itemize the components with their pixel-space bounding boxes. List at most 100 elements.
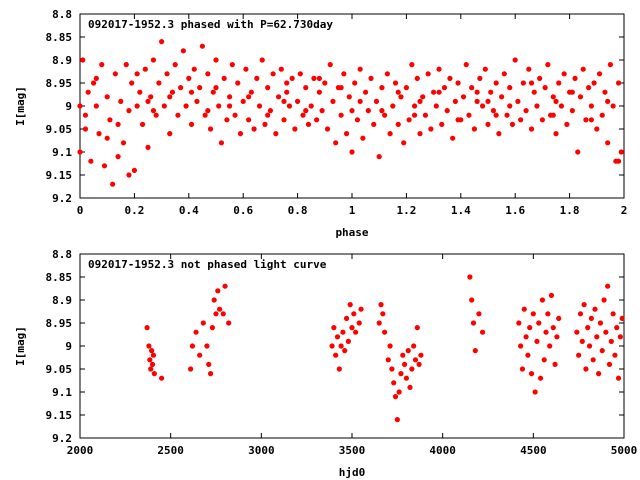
phased-data-point xyxy=(501,71,507,77)
unphased-data-point xyxy=(222,283,228,289)
unphased-data-point xyxy=(521,306,527,312)
phased-data-point xyxy=(564,121,570,127)
unphased-data-point xyxy=(220,311,226,317)
phased-data-point xyxy=(376,154,382,160)
unphased-data-point xyxy=(585,325,591,331)
phased-data-point xyxy=(284,89,290,95)
phased-data-point xyxy=(357,66,363,72)
unphased-data-point xyxy=(338,343,344,349)
phased-data-point xyxy=(267,108,273,114)
unphased-data-point xyxy=(601,297,607,303)
phased-y-tick-label: 9.05 xyxy=(46,123,73,136)
phased-data-point xyxy=(588,117,594,123)
phased-data-point xyxy=(528,126,535,132)
unphased-data-point xyxy=(356,320,362,326)
phased-data-point xyxy=(246,117,252,123)
unphased-data-point xyxy=(539,297,546,303)
unphased-data-point xyxy=(211,297,217,303)
phased-data-point xyxy=(216,103,222,109)
phased-data-point xyxy=(265,112,271,118)
phased-data-point xyxy=(411,112,418,118)
phased-data-point xyxy=(159,39,165,45)
unphased-axis-ticks: 2000 2500 3000 3500 4000 4500 5000 8.8 8.85 8.9 8.… xyxy=(46,248,638,457)
phased-data-point xyxy=(248,89,254,95)
phased-data-point xyxy=(278,66,284,72)
phased-data-point xyxy=(455,117,461,123)
unphased-data-point xyxy=(147,357,153,363)
phased-data-point xyxy=(300,112,306,118)
unphased-data-point xyxy=(554,334,560,340)
phased-data-point xyxy=(104,135,110,141)
phased-data-point xyxy=(316,89,322,95)
phased-x-tick-label: 0.8 xyxy=(288,204,308,217)
phased-data-point xyxy=(224,117,230,123)
phased-data-point xyxy=(281,117,287,123)
phased-data-point xyxy=(311,75,317,81)
unphased-y-tick-label: 8.95 xyxy=(46,317,73,330)
phased-x-tick-label: 2 xyxy=(621,204,628,217)
phased-data-point xyxy=(77,103,83,109)
phased-data-point xyxy=(618,149,624,155)
phased-data-point xyxy=(126,172,132,178)
phased-data-point xyxy=(333,140,339,146)
unphased-data-point xyxy=(398,371,404,377)
phased-data-point xyxy=(150,108,157,114)
unphased-data-point xyxy=(380,311,386,317)
phased-data-point xyxy=(545,62,551,68)
unphased-data-point xyxy=(476,311,482,317)
phased-data-point xyxy=(368,75,374,81)
unphased-data-point xyxy=(581,302,587,308)
phased-data-point xyxy=(352,80,358,86)
phased-x-tick-label: 1.2 xyxy=(396,204,416,217)
unphased-data-point xyxy=(206,361,212,367)
unphased-data-point xyxy=(416,361,422,367)
phased-data-point xyxy=(213,57,219,63)
unphased-y-tick-label: 9.2 xyxy=(52,432,72,445)
phased-data-point xyxy=(99,62,105,68)
phased-data-point xyxy=(172,62,178,68)
phased-y-tick-label: 9 xyxy=(65,100,72,113)
unphased-data-point xyxy=(536,320,542,326)
unphased-data-point xyxy=(146,343,152,349)
phased-data-point xyxy=(409,62,415,68)
phased-data-point xyxy=(539,117,546,123)
unphased-data-point xyxy=(144,325,150,331)
phased-data-point xyxy=(357,98,363,104)
phased-data-point xyxy=(499,94,505,100)
unphased-data-point xyxy=(606,361,613,367)
phased-data-point xyxy=(134,71,140,77)
phased-data-point xyxy=(460,94,467,100)
unphased-data-point xyxy=(197,352,203,358)
phased-data-point xyxy=(101,163,108,169)
unphased-x-tick-label: 4500 xyxy=(520,444,547,457)
unphased-data-point xyxy=(619,315,625,321)
phased-data-point xyxy=(485,98,491,104)
phased-data-point xyxy=(594,126,600,132)
phased-data-point xyxy=(93,103,99,109)
unphased-data-point xyxy=(407,384,413,390)
phased-data-point xyxy=(303,85,309,91)
phased-data-point xyxy=(297,71,303,77)
unphased-data-point xyxy=(523,334,529,340)
phased-data-point xyxy=(439,121,445,127)
phased-data-point xyxy=(553,98,559,104)
phased-data-point xyxy=(167,131,173,137)
phased-data-point xyxy=(493,112,499,118)
phased-data-point xyxy=(218,140,225,146)
unphased-data-point xyxy=(608,338,614,344)
unphased-y-tick-label: 8.85 xyxy=(46,271,73,284)
unphased-data-point xyxy=(528,371,535,377)
phased-data-point xyxy=(169,89,176,95)
unphased-data-point xyxy=(149,348,155,354)
phased-data-point xyxy=(251,126,257,132)
phased-data-point xyxy=(349,149,355,155)
unphased-data-point xyxy=(329,343,335,349)
unphased-data-point xyxy=(351,311,357,317)
unphased-data-point xyxy=(343,315,350,321)
phased-data-point xyxy=(292,126,298,132)
unphased-data-point xyxy=(418,352,424,358)
unphased-data-point xyxy=(579,338,585,344)
unphased-data-point xyxy=(550,325,556,331)
phased-data-point xyxy=(284,80,290,86)
phased-data-point xyxy=(417,131,423,137)
